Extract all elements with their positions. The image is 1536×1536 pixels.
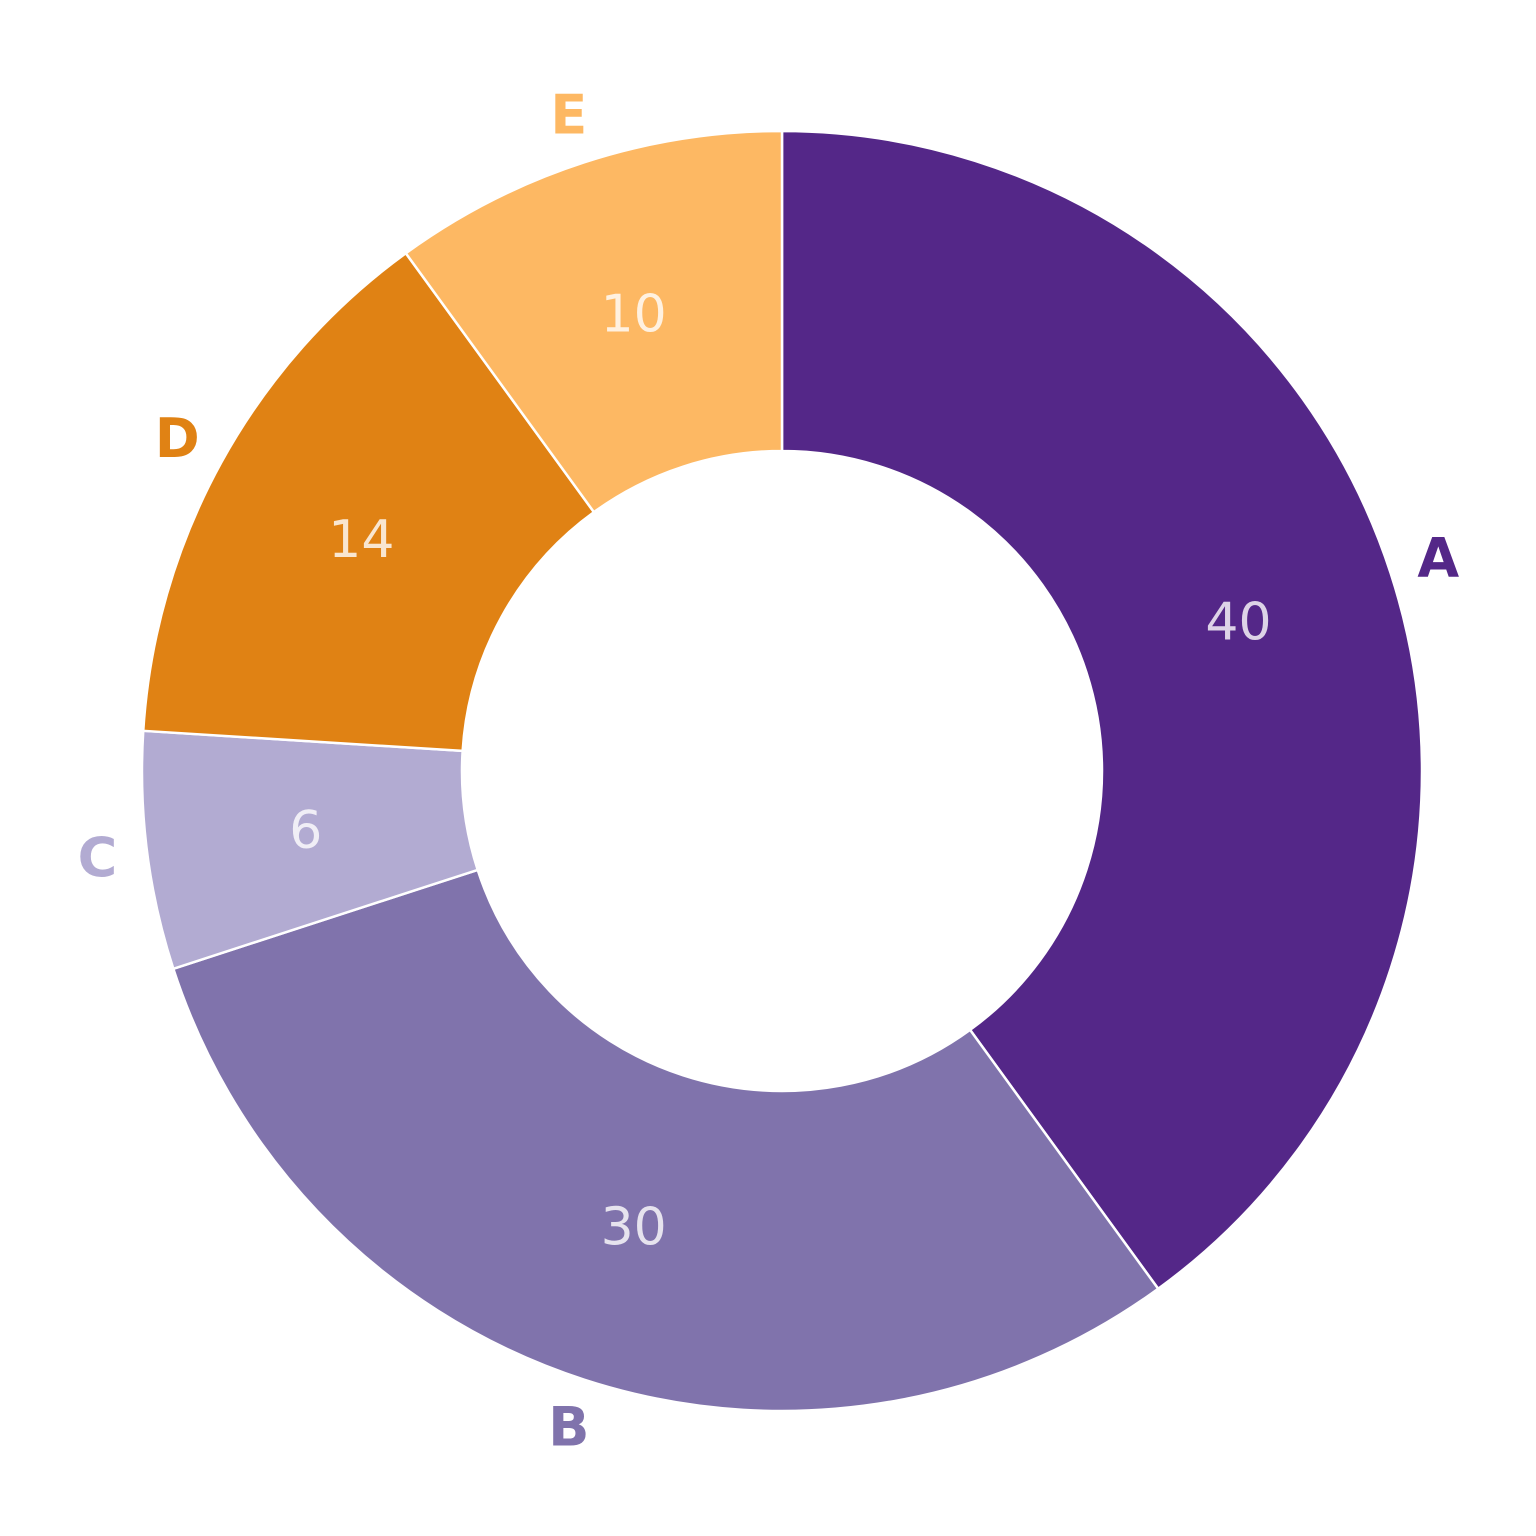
- value-label-c: 6: [289, 801, 322, 861]
- category-label-d: D: [155, 407, 200, 470]
- category-label-b: B: [548, 1396, 589, 1459]
- donut-slices: [140, 129, 1424, 1413]
- value-label-b: 30: [601, 1198, 667, 1258]
- category-labels: A B C D E: [78, 83, 1460, 1458]
- value-label-d: 14: [328, 510, 394, 570]
- slice-a: [780, 129, 1424, 1291]
- slice-d: [142, 251, 596, 753]
- value-label-e: 10: [601, 284, 667, 344]
- category-label-a: A: [1417, 526, 1459, 589]
- slice-e: [404, 129, 784, 514]
- category-label-c: C: [78, 826, 118, 889]
- value-label-a: 40: [1205, 593, 1271, 653]
- category-label-e: E: [550, 83, 587, 146]
- value-labels: 40 30 6 14 10: [289, 284, 1271, 1257]
- slice-b: [172, 868, 1160, 1413]
